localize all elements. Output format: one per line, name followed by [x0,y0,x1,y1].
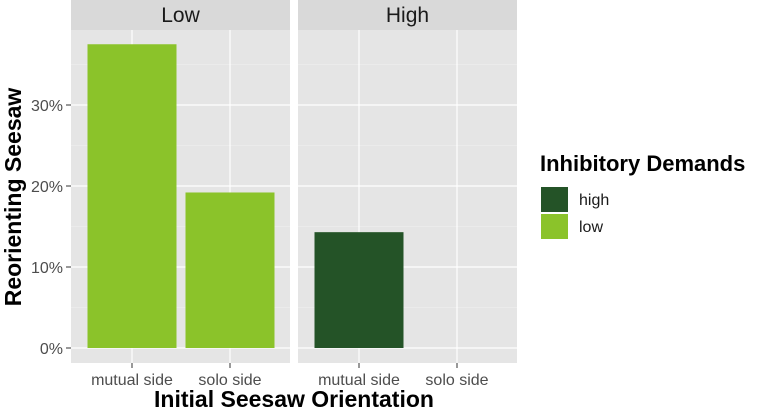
bar-low-mutual-side [87,44,177,348]
legend-swatch-low [541,214,568,239]
x-axis-title: Initial Seesaw Orientation [154,386,434,412]
facet-strip-label: High [386,4,429,27]
y-axis-title: Reorienting Seesaw [0,88,26,307]
facet-strip [71,0,290,30]
x-tick-label: mutual side [91,372,173,389]
x-axis: mutual side solo side mutual side solo side [91,363,489,389]
y-tick-label: 20% [31,179,63,196]
y-tick-label: 0% [40,341,63,358]
chart-panels: Low High [71,0,517,363]
legend-swatch-high [541,187,568,212]
y-axis: 0% 10% 20% 30% [31,98,71,358]
x-tick-label: solo side [198,372,261,389]
facet-panel-high: High [298,0,517,363]
legend-label-high: high [579,192,609,209]
bar-low-solo-side [185,192,275,348]
facet-strip [298,0,517,30]
facet-strip-label: Low [161,4,200,27]
y-tick-label: 30% [31,98,63,115]
x-tick-label: solo side [425,372,488,389]
legend-title: Inhibitory Demands [540,151,745,176]
legend: Inhibitory Demands high low [540,151,745,239]
bar-high-mutual-side [314,232,404,348]
y-tick-label: 10% [31,260,63,277]
x-tick-label: mutual side [318,372,400,389]
legend-label-low: low [579,219,603,236]
facet-panel-low: Low [71,0,290,363]
